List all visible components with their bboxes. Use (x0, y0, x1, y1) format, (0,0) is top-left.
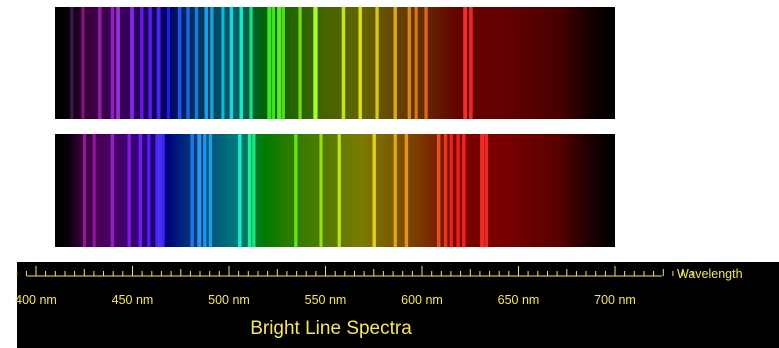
spectrum-a-emission-line (358, 7, 362, 119)
spectrum-b-emission-line (197, 134, 202, 247)
spectrum-a-emission-line (166, 7, 171, 119)
spectrum-b-emission-line (160, 134, 165, 247)
spectrum-a-emission-line (110, 7, 115, 119)
spectrum-a-emission-line (148, 7, 152, 119)
spectrum-b-emission-line (110, 134, 115, 247)
spectrum-a-emission-line (281, 7, 285, 119)
spectrum-b-emission-line (252, 134, 256, 247)
spectrum-a-emission-line (271, 7, 276, 119)
spectrum-b-emission-line (393, 134, 397, 247)
spectrum-b-emission-line (462, 134, 466, 247)
spectrum-a-emission-line (393, 7, 397, 119)
spectrum-a-emission-line (81, 7, 85, 119)
spectrum-b-emission-line (138, 134, 143, 247)
spectrum-b-emission-line (404, 134, 409, 247)
spectrum-b-emission-line (337, 134, 341, 247)
tick-label: 600 nm (401, 293, 443, 307)
spectrum-b-emission-line (203, 134, 207, 247)
spectrum-b-emission-line (82, 134, 87, 247)
spectrum-b-emission-line (208, 134, 213, 247)
spectrum-a-emission-line (140, 7, 144, 119)
wavelength-tick-labels: 400 nm 450 nm 500 nm 550 nm 600 nm 650 nm 700 … (15, 293, 636, 307)
spectrum-b-emission-line (436, 134, 441, 247)
spectrum-a-emission-line (407, 7, 411, 119)
spectrum-a-emission-line (98, 7, 102, 119)
spectrum-a-emission-line (210, 7, 214, 119)
spectrum-a-emission-line (156, 7, 161, 119)
spectrum-b-emission-line (484, 134, 489, 247)
spectrum-b-emission-line (147, 134, 151, 247)
tick-label: 400 nm (15, 293, 57, 307)
spectrum-a (55, 7, 615, 119)
spectrum-b-emission-line (443, 134, 448, 247)
spectrum-a-emission-line (229, 7, 234, 119)
spectrum-b-emission-line (158, 134, 162, 247)
spectrum-a-emission-line (239, 7, 243, 119)
spectrum-a-emission-line (130, 7, 134, 119)
spectrum-b-emission-line (372, 134, 376, 247)
spectrum-a-emission-line (463, 7, 468, 119)
spectrum-a-background (55, 7, 615, 119)
spectrum-b-emission-line (127, 134, 131, 247)
spectrum-b-emission-line (238, 134, 242, 247)
diagram-caption-title: Bright Line Spectra (250, 318, 412, 339)
spectrum-a-dim-overlay (55, 7, 615, 119)
spectrum-a-emission-line (267, 7, 272, 119)
spectrum-b-emission-line (449, 134, 453, 247)
spectrum-b-emission-line (480, 134, 484, 247)
tick-label: 650 nm (498, 293, 540, 307)
spectrum-a-emission-line (249, 7, 253, 119)
spectrum-b-emission-line (294, 134, 298, 247)
spectrum-a-emission-line (70, 7, 74, 119)
wavelength-ruler (16, 266, 693, 277)
spectrum-b-emission-line (247, 134, 252, 247)
spectrum-a-emission-line (186, 7, 190, 119)
spectrum-b (55, 134, 615, 247)
spectrum-b-emission-line (92, 134, 96, 247)
spectrum-b-emission-line (155, 134, 160, 247)
spectrum-a-emission-line (194, 7, 199, 119)
tick-label: 450 nm (112, 293, 154, 307)
spectrum-a-emission-line (375, 7, 379, 119)
spectrum-a-emission-line (204, 7, 208, 119)
spectrum-a-emission-line (468, 7, 473, 119)
tick-label: 700 nm (594, 293, 636, 307)
spectrum-a-emission-line (414, 7, 418, 119)
tick-label: 550 nm (305, 293, 347, 307)
spectrum-b-emission-line (190, 134, 194, 247)
tick-label: 500 nm (208, 293, 250, 307)
spectrum-a-emission-line (177, 7, 182, 119)
wavelength-scale-panel: Wavelength 400 nm 450 nm 500 nm 550 nm 600 n… (15, 262, 779, 348)
spectrum-a-emission-line (277, 7, 281, 119)
spectrum-a-emission-line (313, 7, 318, 119)
spectrum-a-emission-line (221, 7, 225, 119)
spectrum-a-emission-line (424, 7, 428, 119)
spectrum-a-emission-line (116, 7, 120, 119)
wavelength-axis-label: Wavelength (677, 267, 743, 281)
spectrum-a-emission-line (341, 7, 346, 119)
spectrum-a-emission-line (298, 7, 302, 119)
spectrum-b-emission-line (456, 134, 460, 247)
spectrum-b-emission-line (319, 134, 323, 247)
